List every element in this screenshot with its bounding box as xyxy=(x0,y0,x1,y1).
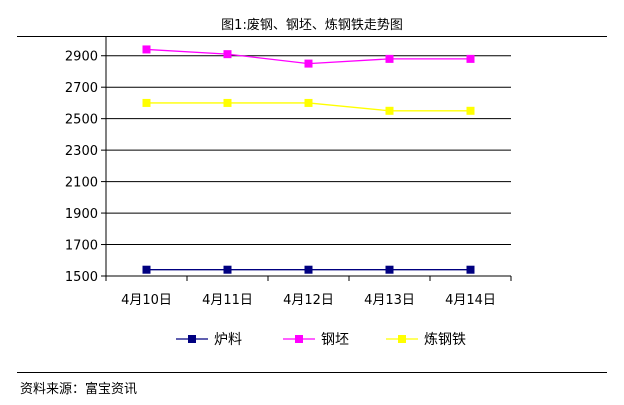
legend: 炉料 钢坯 炼钢铁 xyxy=(176,332,466,348)
data-point xyxy=(142,45,151,54)
data-point xyxy=(304,265,313,274)
top-rule xyxy=(17,36,607,37)
data-point xyxy=(466,265,475,274)
legend-label: 炼钢铁 xyxy=(424,332,466,348)
legend-swatch-marker xyxy=(295,335,303,343)
x-tick-label: 4月10日 xyxy=(121,293,172,308)
chart-title: 图1:废钢、钢坯、炼钢铁走势图 xyxy=(221,18,403,33)
data-point xyxy=(223,98,232,107)
data-point xyxy=(385,54,394,63)
data-point xyxy=(142,265,151,274)
x-tick-labels: 4月10日 4月11日 4月12日 4月13日 4月14日 xyxy=(121,293,496,308)
y-tick-labels: 1500 1700 1900 2100 2300 2500 2700 2900 xyxy=(65,50,98,285)
y-tick-label: 2700 xyxy=(65,81,98,96)
grid-lines xyxy=(106,55,511,246)
axes xyxy=(101,36,512,281)
x-tick-label: 4月14日 xyxy=(445,293,496,308)
bottom-rule xyxy=(17,372,607,373)
data-point xyxy=(223,265,232,274)
x-tick-label: 4月11日 xyxy=(202,293,253,308)
legend-swatch-marker xyxy=(188,335,196,343)
data-point xyxy=(385,265,394,274)
data-point xyxy=(304,98,313,107)
data-point xyxy=(142,98,151,107)
legend-swatch-marker xyxy=(398,335,406,343)
y-tick-label: 2100 xyxy=(65,176,98,191)
y-tick-label: 1700 xyxy=(65,239,98,254)
y-tick-label: 1500 xyxy=(65,270,98,285)
x-tick-label: 4月13日 xyxy=(364,293,415,308)
data-point xyxy=(385,106,394,115)
y-tick-label: 2500 xyxy=(65,113,98,128)
legend-label: 钢坯 xyxy=(321,332,349,348)
data-point xyxy=(466,106,475,115)
data-point xyxy=(223,50,232,59)
source-note: 资料来源：富宝资讯 xyxy=(20,382,138,397)
series-layer xyxy=(142,45,475,274)
data-point xyxy=(466,54,475,63)
y-tick-label: 2300 xyxy=(65,144,98,159)
y-tick-label: 1900 xyxy=(65,207,98,222)
y-tick-label: 2900 xyxy=(65,50,98,65)
legend-label: 炉料 xyxy=(214,332,242,348)
data-point xyxy=(304,59,313,68)
x-tick-label: 4月12日 xyxy=(283,293,334,308)
